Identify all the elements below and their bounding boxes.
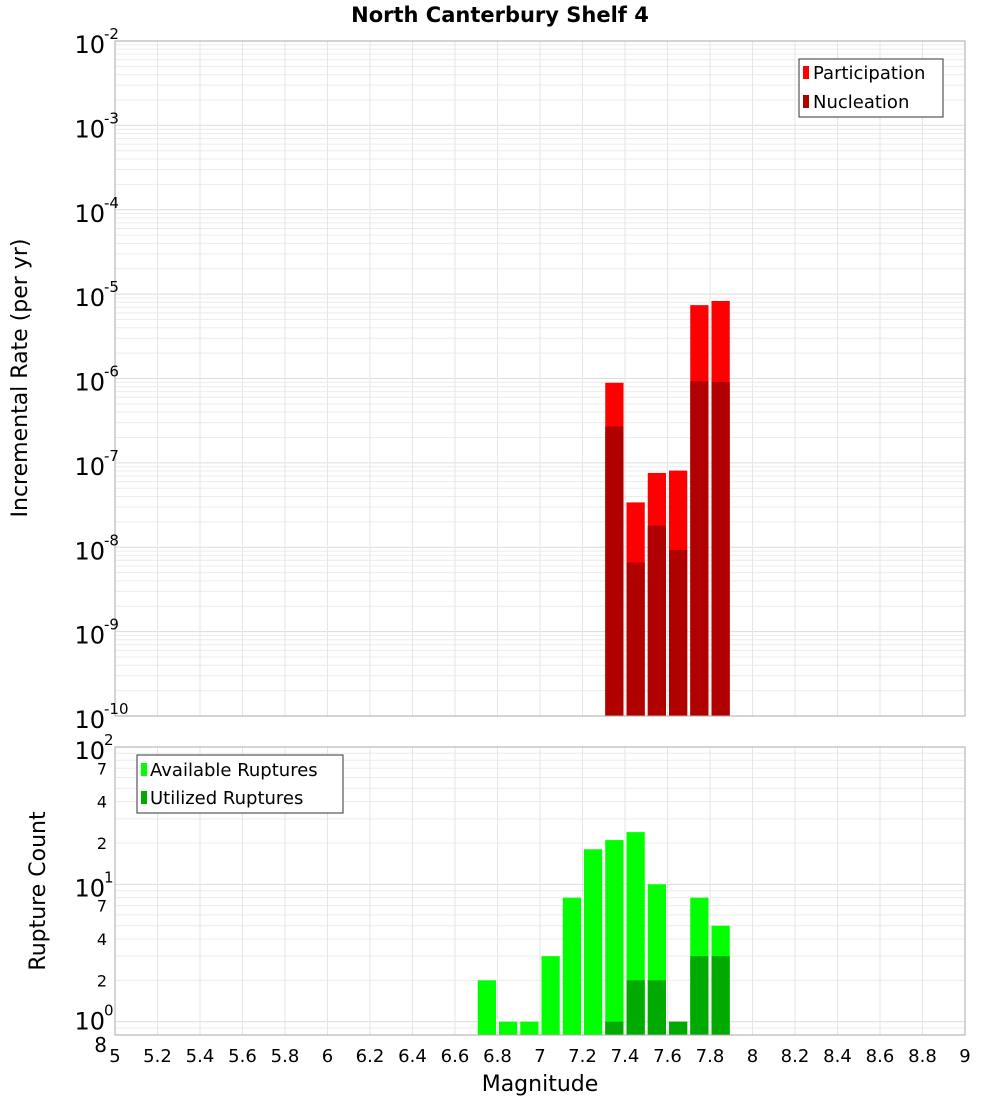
y-tick-label-base: 10 <box>74 737 105 765</box>
y-tick-label: 4 <box>97 793 107 812</box>
x-axis-label: Magnitude <box>482 1072 599 1097</box>
bottom-plot-frame <box>114 746 966 1036</box>
legend-label-utilized: Utilized Ruptures <box>150 788 303 809</box>
x-tick-label: 7.8 <box>696 1046 725 1067</box>
y-tick-label-base: 10 <box>74 453 105 481</box>
y-tick-label-base: 10 <box>74 622 105 650</box>
x-tick-label: 8.6 <box>866 1046 895 1067</box>
x-tick-label: 8 <box>747 1046 758 1067</box>
bottom-legend: Available Ruptures Utilized Ruptures <box>136 754 344 814</box>
legend-label-participation: Participation <box>813 63 925 84</box>
bar-available-ruptures <box>499 1021 518 1035</box>
y-tick-label-exponent: -4 <box>104 194 119 212</box>
x-tick-label: 6 <box>322 1046 333 1067</box>
x-tick-label: 7 <box>534 1046 545 1067</box>
top-y-axis-label: Incremental Rate (per yr) <box>8 239 33 518</box>
y-tick-label: 7 <box>97 759 107 778</box>
bar-utilized-ruptures <box>711 956 730 1035</box>
y-tick-label-exponent: 2 <box>104 731 114 749</box>
x-tick-label: 7.2 <box>568 1046 597 1067</box>
y-tick-label-exponent: -9 <box>104 616 119 634</box>
x-tick-label: 5 <box>109 1046 120 1067</box>
bar-nucleation <box>690 381 709 716</box>
bar-utilized-ruptures <box>605 1021 624 1035</box>
y-tick-label-exponent: -10 <box>104 700 129 718</box>
x-tick-label: 6.6 <box>441 1046 470 1067</box>
y-tick-label-base: 10 <box>74 369 105 397</box>
bottom-y-axis-label: Rupture Count <box>26 811 51 971</box>
y-tick-label: 2 <box>97 971 107 990</box>
x-tick-label: 7.4 <box>611 1046 640 1067</box>
bar-utilized-ruptures <box>669 1021 688 1035</box>
y-tick-label-base: 10 <box>74 115 105 143</box>
bar-available-ruptures <box>584 849 603 1035</box>
y-tick-label-base: 10 <box>74 874 105 902</box>
y-tick-label-base: 10 <box>74 1008 105 1036</box>
x-tick-label: 6.4 <box>398 1046 427 1067</box>
y-tick-label-exponent: -2 <box>104 25 119 43</box>
bar-nucleation <box>626 562 645 716</box>
y-tick-label-base: 10 <box>74 31 105 59</box>
legend-swatch-participation <box>803 66 809 79</box>
top-y-axis-ticks: 10-210-310-410-510-610-710-810-910-10 <box>74 25 128 734</box>
y-tick-label-base: 10 <box>74 537 105 565</box>
bar-nucleation <box>711 381 730 716</box>
y-tick-label: 8 <box>94 1033 107 1057</box>
bar-nucleation <box>605 426 624 716</box>
x-tick-label: 8.8 <box>908 1046 937 1067</box>
bar-nucleation <box>647 525 666 716</box>
x-tick-label: 5.4 <box>186 1046 215 1067</box>
x-tick-label: 6.8 <box>483 1046 512 1067</box>
chart-title: North Canterbury Shelf 4 <box>351 3 649 27</box>
top-plot-frame <box>114 40 966 717</box>
bar-available-ruptures <box>605 840 624 1035</box>
x-tick-label: 5.2 <box>143 1046 172 1067</box>
x-axis-ticks: 5 5.2 5.4 5.6 5.8 6 6.2 6.4 6.6 6.8 7 7.2 7.4 7.6 7.8 8… <box>109 1046 970 1067</box>
y-tick-label: 4 <box>97 930 107 949</box>
bar-utilized-ruptures <box>647 980 666 1035</box>
x-tick-label: 9 <box>959 1046 970 1067</box>
bottom-plot-bars <box>477 832 730 1035</box>
bar-nucleation <box>669 549 688 716</box>
legend-swatch-utilized <box>141 791 147 804</box>
top-legend: Participation Nucleation <box>798 58 944 118</box>
legend-swatch-available <box>141 763 147 776</box>
bar-available-ruptures <box>541 956 560 1035</box>
y-tick-label-exponent: 1 <box>104 868 114 886</box>
bar-available-ruptures <box>477 980 496 1035</box>
legend-label-available: Available Ruptures <box>150 760 318 781</box>
bar-utilized-ruptures <box>626 980 645 1035</box>
y-tick-label: 7 <box>97 897 107 916</box>
y-tick-label-base: 10 <box>74 200 105 228</box>
y-tick-label-exponent: -3 <box>104 109 119 127</box>
x-tick-label: 7.6 <box>653 1046 682 1067</box>
y-tick-label-exponent: -6 <box>104 363 119 381</box>
x-tick-label: 8.4 <box>823 1046 852 1067</box>
y-tick-label-base: 10 <box>74 284 105 312</box>
x-tick-label: 8.2 <box>781 1046 810 1067</box>
y-tick-label-exponent: -7 <box>104 447 119 465</box>
y-tick-label-base: 10 <box>74 706 105 734</box>
bar-available-ruptures <box>520 1021 539 1035</box>
bar-available-ruptures <box>562 897 581 1035</box>
y-tick-label-exponent: -8 <box>104 531 119 549</box>
y-tick-label: 2 <box>97 834 107 853</box>
top-plot-bars <box>605 300 730 716</box>
top-plot-grid <box>114 40 966 717</box>
legend-label-nucleation: Nucleation <box>813 92 909 113</box>
legend-swatch-nucleation <box>803 95 809 108</box>
y-tick-label-exponent: -5 <box>104 278 119 296</box>
x-tick-label: 5.6 <box>228 1046 257 1067</box>
x-tick-label: 5.8 <box>271 1046 300 1067</box>
y-tick-label-exponent: 0 <box>104 1002 114 1020</box>
bar-utilized-ruptures <box>690 956 709 1035</box>
x-tick-label: 6.2 <box>356 1046 385 1067</box>
